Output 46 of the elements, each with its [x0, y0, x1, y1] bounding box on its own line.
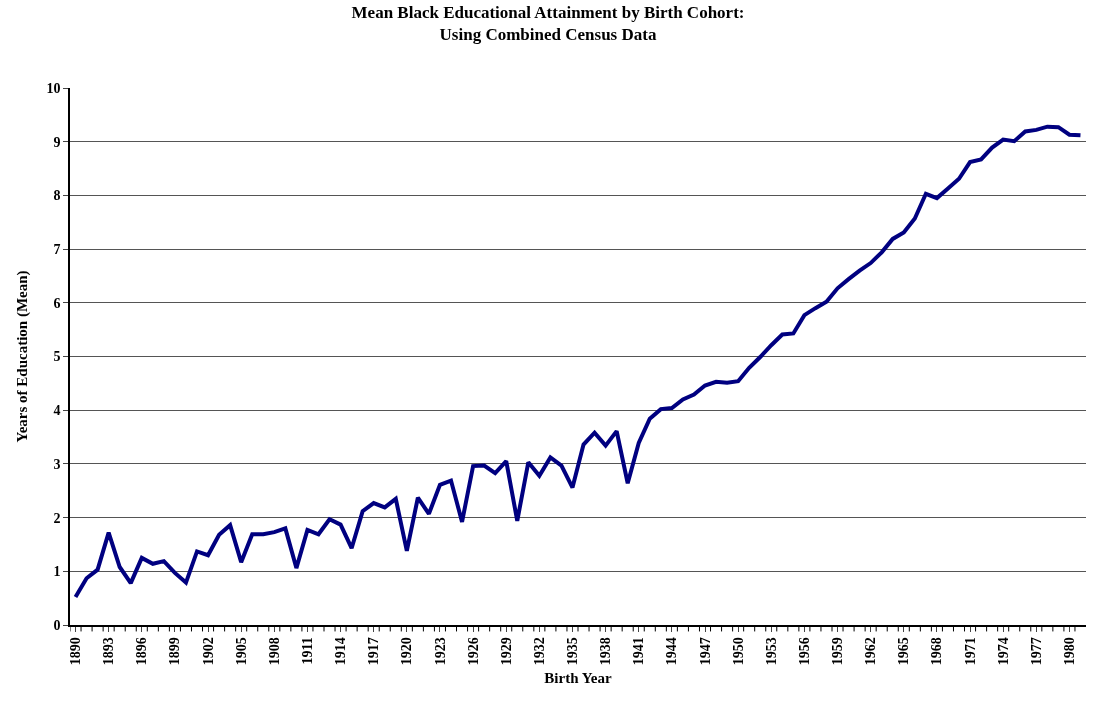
x-tick-label: 1980 [1061, 637, 1077, 666]
x-tick-label: 1944 [664, 637, 680, 666]
y-tick-label: 1 [53, 564, 61, 580]
y-tick-label: 4 [53, 403, 61, 419]
x-tick-label: 1953 [763, 637, 779, 666]
x-axis-title: Birth Year [544, 669, 613, 686]
chart-title: Mean Black Educational Attainment by Birth Cohort: Using Combined Census Data [351, 2, 745, 44]
x-tick-label: 1977 [1028, 637, 1044, 666]
x-tick-label: 1965 [896, 637, 912, 666]
x-tick-label: 1896 [134, 637, 150, 666]
x-tick-label: 1917 [366, 637, 382, 666]
x-tick-label: 1938 [598, 637, 614, 666]
y-tick-label: 6 [53, 295, 61, 311]
x-tick-label: 1968 [929, 637, 945, 666]
x-tick-label: 1935 [565, 637, 581, 666]
x-tick-label: 1974 [995, 637, 1011, 666]
x-tick-label: 1920 [399, 637, 415, 666]
x-tick-label: 1914 [333, 637, 349, 666]
x-tick-label: 1959 [830, 637, 846, 666]
x-tick-label: 1971 [962, 637, 978, 666]
y-axis-title: Years of Education (Mean) [14, 270, 32, 443]
y-tick-label: 2 [53, 510, 61, 526]
x-tick-label: 1923 [432, 637, 448, 666]
x-tick-label: 1902 [200, 637, 216, 666]
x-tick-label: 1956 [796, 637, 812, 666]
line-series [73, 124, 1083, 600]
y-tick-label: 9 [53, 134, 61, 150]
x-tick-label: 1890 [68, 637, 84, 666]
x-tick-label: 1950 [730, 637, 746, 666]
x-tick-label: 1911 [299, 637, 315, 665]
x-tick-label: 1932 [531, 637, 547, 666]
y-tick-label: 3 [53, 456, 61, 472]
x-tick-label: 1905 [233, 637, 249, 666]
y-tick-label: 8 [53, 188, 61, 204]
x-tick-label: 1908 [266, 637, 282, 666]
x-tick-label: 1926 [465, 637, 481, 666]
y-tick-label: 7 [53, 242, 61, 257]
x-tick-label: 1947 [697, 637, 713, 666]
y-tick-label: 0 [53, 617, 61, 633]
x-tick-label: 1941 [631, 637, 647, 666]
x-tick-label: 1893 [101, 637, 117, 666]
x-tick-label: 1899 [167, 637, 183, 666]
x-tick-label: 1962 [863, 637, 879, 666]
y-tick-label: 10 [46, 80, 61, 96]
y-tick-label: 5 [53, 349, 61, 365]
x-tick-label: 1929 [498, 637, 514, 666]
